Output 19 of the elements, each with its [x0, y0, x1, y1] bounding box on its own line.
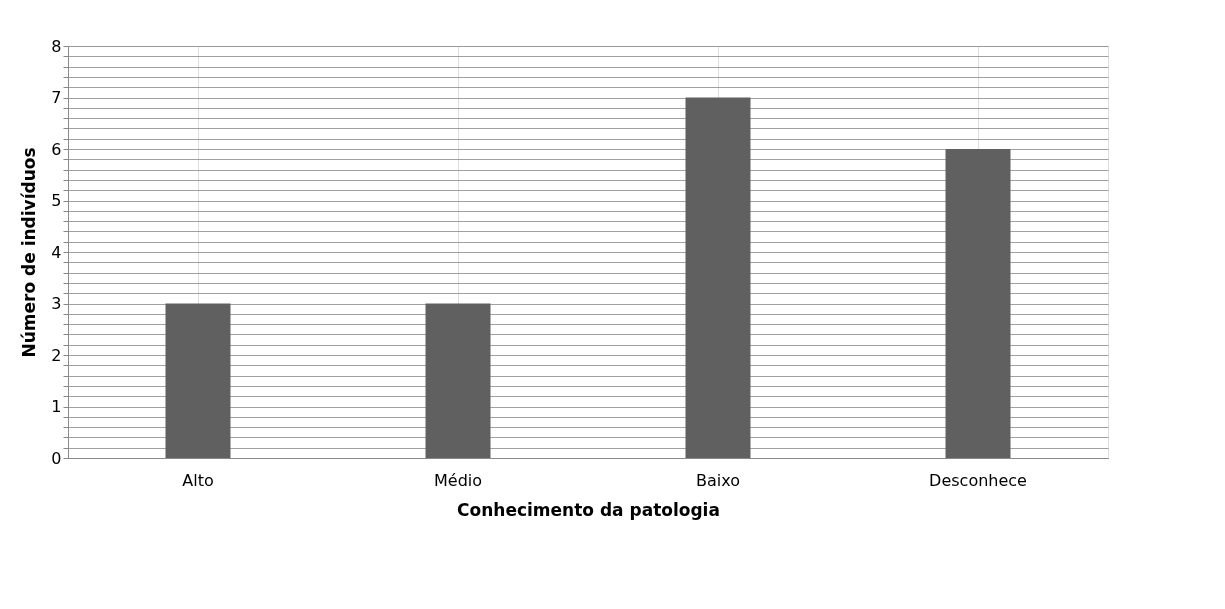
- y-tick-label: 0: [51, 448, 62, 468]
- y-tick-label: 7: [51, 88, 62, 107]
- bar: [165, 303, 231, 458]
- x-tick-label: Médio: [433, 470, 483, 490]
- y-tick-label: 5: [51, 191, 62, 210]
- x-tick-label: Baixo: [696, 470, 740, 490]
- y-tick-label: 4: [51, 242, 62, 262]
- x-tick-label: Desconhece: [929, 470, 1027, 490]
- bar: [425, 303, 491, 458]
- bar: [945, 149, 1011, 458]
- y-tick-label: 6: [51, 139, 62, 159]
- y-tick-label: 3: [51, 294, 62, 313]
- y-tick-label: 8: [51, 36, 62, 56]
- bar: [685, 97, 751, 458]
- y-tick-label: 1: [51, 397, 62, 416]
- x-axis-title: Conhecimento da patologia: [457, 499, 720, 520]
- x-tick-label: Alto: [182, 470, 214, 490]
- y-tick-label: 2: [51, 345, 62, 365]
- y-axis-title: Número de indivíduos: [19, 147, 40, 358]
